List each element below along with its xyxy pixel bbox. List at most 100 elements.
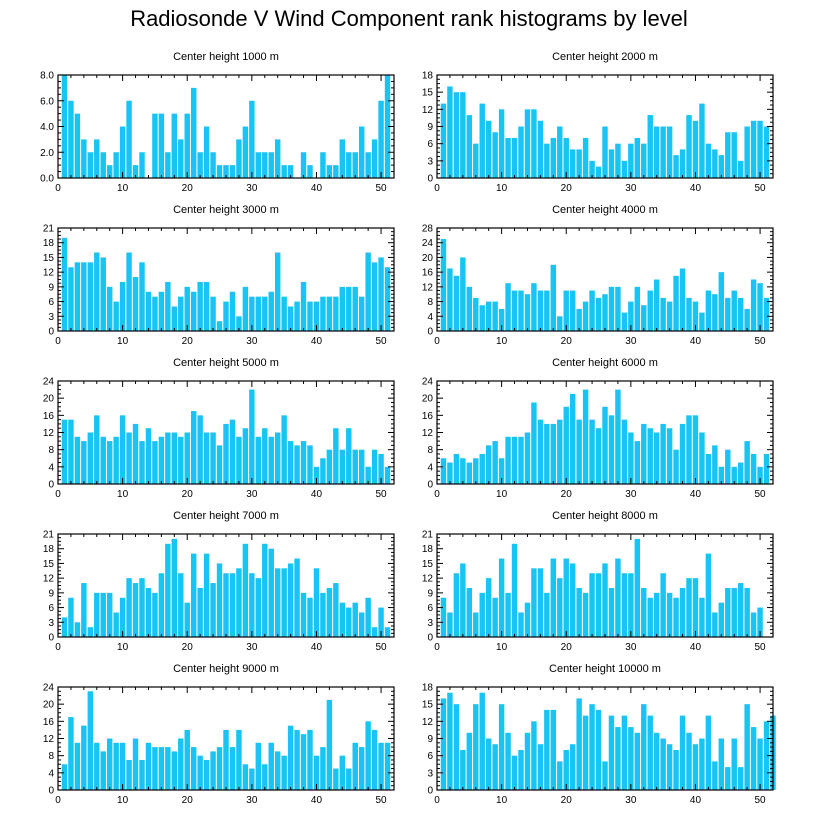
x-tick-label: 10 bbox=[117, 183, 129, 194]
histogram-bar bbox=[673, 155, 679, 178]
panel-title: Center height 10000 m bbox=[549, 663, 661, 675]
histogram-bar bbox=[737, 462, 744, 484]
histogram-bar bbox=[473, 458, 479, 484]
histogram-bar bbox=[371, 262, 378, 331]
histogram-bar bbox=[365, 721, 371, 790]
histogram-bar bbox=[634, 286, 641, 331]
histogram-bar bbox=[94, 139, 100, 179]
histogram-bar bbox=[692, 415, 699, 484]
histogram-bar bbox=[210, 751, 216, 791]
histogram-bar bbox=[485, 578, 492, 637]
histogram-bar bbox=[352, 286, 358, 331]
histogram-bar bbox=[307, 445, 313, 485]
histogram-bar bbox=[229, 291, 236, 331]
histogram-bar bbox=[524, 432, 531, 484]
histogram-bar bbox=[126, 432, 132, 484]
histogram-bar bbox=[531, 721, 537, 790]
histogram-bar bbox=[757, 738, 763, 790]
histogram-bar bbox=[466, 462, 473, 484]
histogram-bar bbox=[498, 458, 505, 484]
histogram-bar bbox=[582, 389, 589, 484]
histogram-bar bbox=[281, 755, 287, 790]
histogram-bar bbox=[505, 592, 511, 637]
y-tick-label: 12 bbox=[422, 105, 434, 116]
x-tick-label: 40 bbox=[690, 336, 702, 347]
histogram-bar bbox=[184, 432, 190, 484]
histogram-bar bbox=[660, 297, 666, 331]
y-tick-label: 0 bbox=[427, 786, 433, 797]
histogram-bar bbox=[750, 727, 757, 790]
histogram-bar bbox=[365, 152, 371, 178]
histogram-bar bbox=[113, 742, 119, 790]
x-tick-label: 0 bbox=[434, 183, 440, 194]
histogram-bar bbox=[242, 286, 249, 331]
histogram-bar bbox=[498, 308, 505, 331]
histogram-bar bbox=[294, 729, 300, 790]
histogram-bar bbox=[737, 297, 744, 331]
histogram-bar bbox=[126, 578, 132, 637]
histogram-bar bbox=[757, 120, 763, 178]
histogram-bar bbox=[203, 126, 210, 178]
histogram-bar bbox=[371, 627, 378, 637]
histogram-bar bbox=[281, 296, 287, 331]
histogram-bar bbox=[679, 715, 686, 790]
histogram-bar bbox=[197, 281, 203, 331]
histogram-bar bbox=[725, 767, 731, 790]
y-tick-label: 16 bbox=[422, 411, 434, 422]
histogram-bar bbox=[255, 152, 262, 178]
histogram-bar bbox=[621, 312, 628, 331]
histogram-bar bbox=[262, 296, 268, 331]
panel-title: Center height 3000 m bbox=[173, 204, 279, 216]
histogram-bar bbox=[473, 297, 479, 331]
histogram-bar bbox=[447, 612, 453, 637]
panel-title: Center height 2000 m bbox=[552, 51, 658, 63]
histogram-bar bbox=[589, 160, 595, 178]
histogram-bar bbox=[686, 297, 692, 331]
y-tick-label: 9 bbox=[427, 588, 433, 599]
histogram-bar bbox=[384, 466, 391, 484]
histogram-bar bbox=[569, 563, 576, 637]
histogram-bar bbox=[68, 419, 74, 485]
histogram-bar bbox=[320, 592, 326, 637]
histogram-bar bbox=[165, 747, 171, 790]
x-tick-label: 50 bbox=[755, 336, 767, 347]
histogram-bar bbox=[712, 149, 718, 178]
histogram-bar bbox=[679, 587, 686, 637]
y-tick-label: 12 bbox=[422, 717, 434, 728]
x-tick-label: 30 bbox=[246, 183, 258, 194]
histogram-bar bbox=[210, 432, 216, 484]
y-tick-label: 24 bbox=[422, 238, 434, 249]
histogram-bar bbox=[737, 160, 744, 178]
histogram-bar bbox=[339, 286, 346, 331]
x-tick-label: 20 bbox=[561, 489, 573, 500]
histogram-bar bbox=[505, 283, 511, 331]
histogram-bar bbox=[346, 607, 352, 637]
histogram-bar bbox=[453, 275, 460, 331]
histogram-bar bbox=[563, 558, 569, 637]
histogram-bar bbox=[262, 764, 268, 790]
histogram-bar bbox=[647, 597, 653, 637]
histogram-bar bbox=[326, 296, 333, 331]
histogram-bar bbox=[576, 149, 582, 178]
histogram-bar bbox=[313, 568, 320, 637]
x-tick-label: 0 bbox=[55, 489, 61, 500]
histogram-bar bbox=[203, 759, 210, 790]
histogram-bar bbox=[511, 436, 518, 484]
x-tick-label: 50 bbox=[755, 642, 767, 653]
histogram-bar bbox=[731, 466, 737, 484]
y-tick-label: 2.0 bbox=[40, 148, 54, 159]
histogram-bar bbox=[68, 267, 74, 331]
histogram-bar bbox=[498, 704, 505, 790]
x-tick-label: 50 bbox=[755, 489, 767, 500]
histogram-bar bbox=[563, 137, 569, 178]
histogram-bar bbox=[190, 291, 197, 331]
y-tick-label: 4.0 bbox=[40, 122, 54, 133]
histogram-bar bbox=[249, 768, 255, 790]
histogram-bar bbox=[479, 592, 485, 637]
x-tick-label: 20 bbox=[182, 795, 194, 806]
x-tick-label: 0 bbox=[434, 795, 440, 806]
histogram-bar bbox=[145, 291, 152, 331]
histogram-bar bbox=[615, 558, 621, 637]
histogram-bar bbox=[152, 113, 158, 179]
histogram-bar bbox=[139, 578, 145, 637]
